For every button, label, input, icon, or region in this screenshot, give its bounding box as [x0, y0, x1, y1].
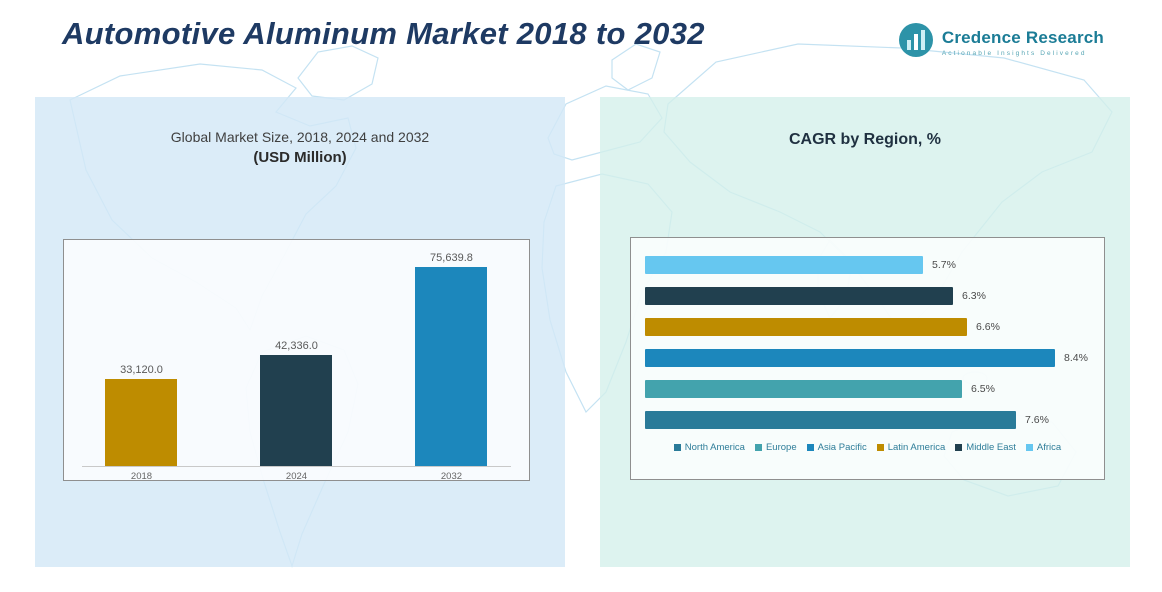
- bar-value-label: 6.3%: [962, 290, 986, 302]
- bar-africa: [645, 256, 923, 274]
- legend-label: Africa: [1036, 442, 1062, 453]
- legend-item-africa: Africa: [1025, 442, 1062, 453]
- bar-group-2032: 75,639.8: [374, 248, 529, 466]
- legend-swatch: [955, 444, 963, 451]
- bar-value-label: 7.6%: [1025, 414, 1049, 426]
- credence-research-logo: Credence Research Actionable Insights De…: [898, 22, 1104, 63]
- bar-latin-america: [645, 318, 967, 336]
- cagr-row-middle-east: 6.3%: [645, 287, 1090, 305]
- vertical-bars-area: 33,120.0 42,336.0 75,639.8: [64, 248, 529, 466]
- legend-swatch: [876, 444, 884, 451]
- x-axis-label-2032: 2032: [440, 471, 463, 482]
- legend-label: Asia Pacific: [817, 442, 867, 453]
- bar-europe: [645, 380, 962, 398]
- market-size-panel: Global Market Size, 2018, 2024 and 2032 …: [35, 97, 565, 567]
- legend-item-asia-pacific: Asia Pacific: [806, 442, 867, 453]
- x-axis-line: [82, 466, 511, 467]
- legend-swatch: [1025, 444, 1033, 451]
- cagr-chart-title: CAGR by Region, %: [788, 131, 941, 148]
- bar-value-label: 42,336.0: [275, 340, 318, 352]
- bar-group-2018: 33,120.0: [64, 248, 219, 466]
- legend-item-north-america: North America: [673, 442, 745, 453]
- cagr-chart: 5.7% 6.3% 6.6% 8.4% 6.5% 7.6% North America Eu…: [630, 237, 1105, 480]
- legend-swatch: [754, 444, 762, 451]
- bar-middle-east: [645, 287, 953, 305]
- legend-swatch: [673, 444, 681, 451]
- bar-group-2024: 42,336.0: [219, 248, 374, 466]
- cagr-legend: North America Europe Asia Pacific Latin Ame…: [645, 442, 1090, 453]
- cagr-row-asia-pacific: 8.4%: [645, 349, 1090, 367]
- legend-item-europe: Europe: [754, 442, 797, 453]
- legend-item-latin-america: Latin America: [876, 442, 946, 453]
- legend-label: Middle East: [966, 442, 1016, 453]
- legend-item-middle-east: Middle East: [955, 442, 1016, 453]
- cagr-row-europe: 6.5%: [645, 380, 1090, 398]
- logo-tagline: Actionable Insights Delivered: [941, 50, 1087, 57]
- bar-value-label: 75,639.8: [430, 252, 473, 264]
- bar-north-america: [645, 411, 1016, 429]
- market-size-chart-title: Global Market Size, 2018, 2024 and 2032: [170, 129, 430, 145]
- legend-label: North America: [684, 442, 745, 453]
- header: Automotive Aluminum Market 2018 to 2032 …: [0, 0, 1162, 90]
- page-title: Automotive Aluminum Market 2018 to 2032: [62, 16, 705, 51]
- bar-value-label: 8.4%: [1064, 352, 1088, 364]
- market-size-chart-subtitle: (USD Million): [253, 149, 347, 166]
- logo-bar-chart-icon: [898, 22, 934, 63]
- cagr-row-latin-america: 6.6%: [645, 318, 1090, 336]
- bar-asia-pacific: [645, 349, 1055, 367]
- logo-text: Credence Research Actionable Insights De…: [942, 28, 1104, 57]
- bar-value-label: 33,120.0: [120, 364, 163, 376]
- cagr-row-africa: 5.7%: [645, 256, 1090, 274]
- legend-swatch: [806, 444, 814, 451]
- horizontal-bars-area: 5.7% 6.3% 6.6% 8.4% 6.5% 7.6%: [645, 256, 1090, 429]
- market-size-chart: 33,120.0 42,336.0 75,639.8 2018 2024 2032: [63, 239, 530, 482]
- cagr-panel: CAGR by Region, % 5.7% 6.3% 6.6% 8.4% 6.5% 7.…: [600, 97, 1130, 567]
- x-axis-labels: 2018 2024 2032: [64, 471, 529, 482]
- bar-2032: [415, 267, 488, 466]
- bar-2018: [105, 379, 178, 466]
- x-axis-label-2018: 2018: [130, 471, 153, 482]
- cagr-row-north-america: 7.6%: [645, 411, 1090, 429]
- bar-value-label: 5.7%: [932, 259, 956, 271]
- legend-label: Europe: [765, 442, 797, 453]
- bar-value-label: 6.6%: [976, 321, 1000, 333]
- bar-value-label: 6.5%: [971, 383, 995, 395]
- bar-2024: [260, 355, 333, 466]
- x-axis-label-2024: 2024: [285, 471, 308, 482]
- logo-name: Credence Research: [941, 28, 1104, 47]
- legend-label: Latin America: [887, 442, 946, 453]
